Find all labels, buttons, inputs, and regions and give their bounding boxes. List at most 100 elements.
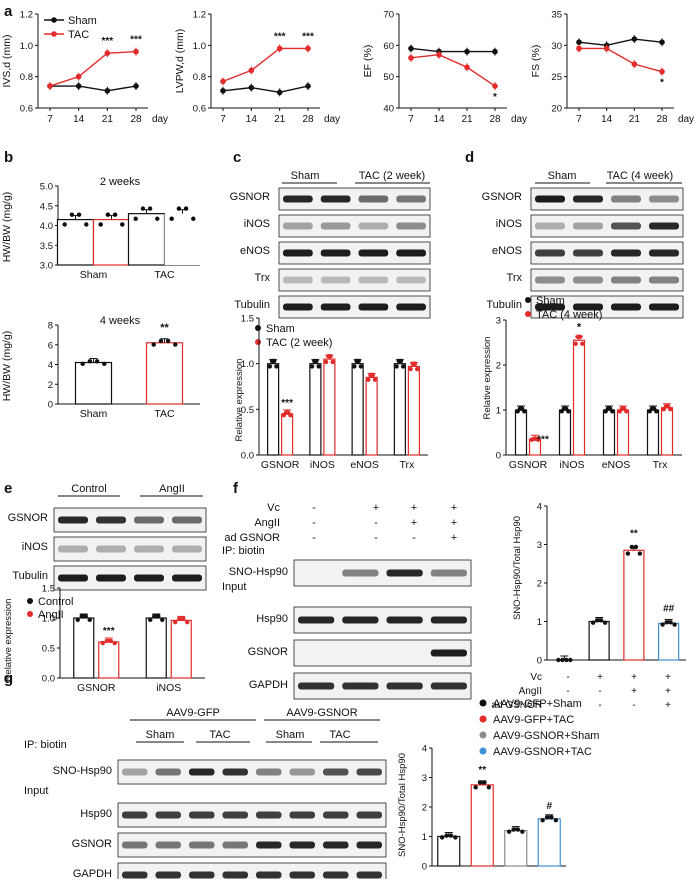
chart-d-data-point xyxy=(605,406,611,411)
chart-a4-point xyxy=(603,45,610,52)
chart-d-x-label: Trx xyxy=(653,459,669,471)
blot-f-gapdh-band xyxy=(298,682,335,690)
chart-b-top-data-point xyxy=(183,206,189,211)
chart-d-data-point xyxy=(610,409,615,414)
chart-a1-significance: *** xyxy=(101,36,113,47)
blot-g-sno-hsp90-band xyxy=(222,768,248,776)
chart-f-data-point xyxy=(664,620,669,625)
blot-g-hsp90-band xyxy=(155,811,181,819)
chart-b-bottom-x-label: TAC xyxy=(154,408,175,420)
blot-g-gsnor-band xyxy=(256,841,282,849)
blot-f-condition-label: Vc xyxy=(267,502,280,514)
chart-f-condition-value: - xyxy=(632,700,635,711)
blot-f-condition-label: ad GSNOR xyxy=(224,532,280,544)
blot-g-header-gsnor: AAV9-GSNOR xyxy=(286,707,357,719)
blot-e-inos-frame xyxy=(53,536,207,562)
chart-f-condition-value: + xyxy=(665,672,671,683)
blot-c-enos-band xyxy=(320,249,351,257)
chart-d-bar xyxy=(602,409,616,456)
blot-g-gsnor-band xyxy=(155,841,181,849)
chart-b-top-bar xyxy=(164,213,201,265)
chart-a2-point xyxy=(276,89,283,96)
chart-a4-series-line xyxy=(578,38,663,47)
chart-c-bar xyxy=(407,365,420,456)
panel-letter-d: d xyxy=(465,149,474,166)
chart-a2-series-line xyxy=(222,85,309,94)
blot-c-enos-band xyxy=(396,249,426,257)
panel-letter-f: f xyxy=(233,480,239,497)
blot-c-enos-band xyxy=(283,249,313,257)
chart-f-bar xyxy=(588,620,610,661)
chart-g-data-point xyxy=(486,785,492,790)
chart-g-bar xyxy=(470,784,494,867)
blot-f-condition-value: + xyxy=(451,502,457,514)
blot-d-gsnor-band xyxy=(573,195,603,203)
chart-f-condition-value: + xyxy=(597,672,603,683)
chart-a3-point xyxy=(408,45,414,52)
blot-c-trx-band xyxy=(283,276,313,284)
chart-c-data-point xyxy=(269,358,275,364)
blot-f-condition-value: + xyxy=(373,502,379,514)
chart-b-top-bar xyxy=(127,213,166,266)
chart-a4-y-tick-label: 35 xyxy=(551,10,562,21)
blot-d-tubulin-band xyxy=(649,303,679,311)
blot-d-trx-band xyxy=(535,276,565,284)
chart-g-data-point xyxy=(544,815,550,820)
chart-c-bar xyxy=(267,363,280,456)
chart-d-y-tick-label: 2 xyxy=(496,361,501,372)
blot-d-trx-band xyxy=(611,276,641,284)
chart-a2-y-tick-label: 0.6 xyxy=(193,104,206,115)
chart-d-y-tick-label: 0 xyxy=(496,451,501,462)
chart-a2-point xyxy=(276,45,283,52)
legend-g-label: AAV9-GFP+TAC xyxy=(493,714,574,726)
blot-f-sno-hsp90-band xyxy=(342,569,379,577)
chart-a4-point xyxy=(659,68,665,75)
chart-d-y-tick-label: 3 xyxy=(496,316,501,327)
legend-g-marker xyxy=(479,699,487,707)
chart-f-data-point xyxy=(560,657,565,663)
chart-d-y-tick-label: 1 xyxy=(496,406,501,417)
chart-d-data-point xyxy=(573,341,578,346)
chart-b-bottom-data-point xyxy=(102,361,107,366)
legend-g-label: AAV9-GSNOR+Sham xyxy=(493,730,599,742)
legend-c-sham-marker xyxy=(255,325,261,331)
chart-f-condition-label: AngII xyxy=(519,686,542,697)
blot-f-gsnor-frame xyxy=(293,639,472,667)
chart-a2-x-tick-label: 14 xyxy=(246,114,258,125)
chart-a3-y-tick-label: 50 xyxy=(383,72,394,83)
blot-d-header-tac: TAC (4 week) xyxy=(607,170,673,182)
chart-a3-xlabel: day xyxy=(511,114,527,125)
chart-d-bar xyxy=(660,407,674,456)
chart-f-y-tick-label: 0 xyxy=(537,656,542,667)
chart-c-bar xyxy=(323,358,336,456)
blot-g-sno-hsp90-band xyxy=(289,768,315,776)
chart-a4-point xyxy=(631,61,638,67)
legend-e-angii-marker xyxy=(27,611,33,617)
blot-c-trx-band xyxy=(396,276,426,284)
blot-f-condition-label: AngII xyxy=(254,517,280,529)
blot-g-gsnor-band xyxy=(222,841,248,849)
blot-f-hsp90-band xyxy=(386,616,423,624)
chart-c-y-tick-label: 0.0 xyxy=(241,451,254,462)
chart-g-data-point xyxy=(549,815,554,820)
chart-c-data-point xyxy=(323,359,329,365)
chart-f-condition-label: ad GSNOR xyxy=(491,700,542,711)
blot-c-inos-frame xyxy=(278,214,431,238)
chart-e-y-tick-label: 1.5 xyxy=(42,584,55,595)
blot-d-tubulin-band xyxy=(535,303,565,311)
blot-f-condition-value: - xyxy=(312,517,316,529)
chart-a1-point xyxy=(75,73,82,80)
legend-g-marker xyxy=(479,715,487,723)
chart-d-bar xyxy=(646,409,660,456)
chart-a4-xlabel: day xyxy=(678,114,694,125)
chart-g-bar xyxy=(537,818,561,867)
chart-c-x-label: iNOS xyxy=(310,459,335,471)
chart-d-data-point xyxy=(663,404,669,409)
chart-b-top-y-tick-label: 4.0 xyxy=(40,221,53,232)
blot-f-sno-hsp90-band xyxy=(386,569,423,577)
blot-d-row-label: Tubulin xyxy=(486,299,522,311)
legend-a-label: TAC xyxy=(68,29,89,41)
blot-e-gsnor-band xyxy=(58,516,88,524)
blot-g-gapdh-band xyxy=(155,871,181,879)
chart-e-data-point xyxy=(177,616,182,621)
